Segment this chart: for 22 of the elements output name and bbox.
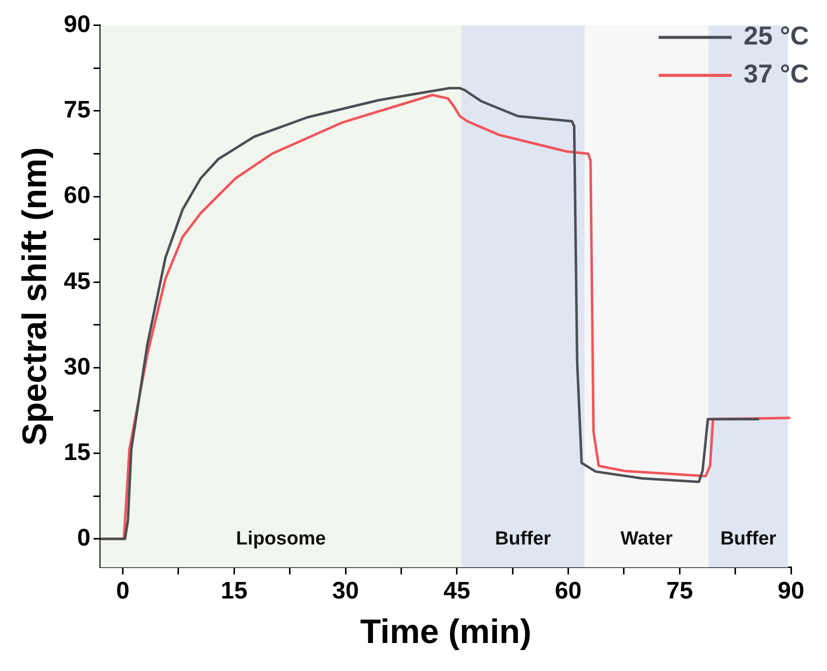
y-tick-label: 90: [64, 11, 90, 38]
legend-label: 25 °C: [744, 20, 810, 51]
band-label: Water: [620, 528, 674, 550]
y-axis-title: Spectral shift (nm): [16, 147, 54, 446]
band-label: Buffer: [720, 528, 777, 550]
y-tick-label: 75: [64, 96, 90, 124]
x-tick-label: 60: [554, 577, 582, 604]
y-tick-label: 30: [64, 353, 90, 380]
x-axis-title: Time (min): [360, 612, 532, 651]
x-tick-label: 0: [116, 577, 130, 604]
legend-label: 37 °C: [744, 58, 810, 89]
y-tick-label: 60: [64, 182, 90, 210]
x-tick-label: 15: [220, 577, 248, 604]
y-tick-label: 45: [64, 268, 90, 295]
y-tick-label: 0: [77, 524, 90, 552]
band-label: Buffer: [494, 528, 552, 550]
y-tick-label: 15: [64, 438, 90, 466]
x-tick-label: 45: [444, 577, 470, 604]
band-label: Liposome: [236, 528, 326, 550]
x-tick-label: 75: [666, 577, 693, 604]
x-tick-label: 90: [778, 577, 804, 604]
x-tick-label: 30: [332, 577, 359, 604]
